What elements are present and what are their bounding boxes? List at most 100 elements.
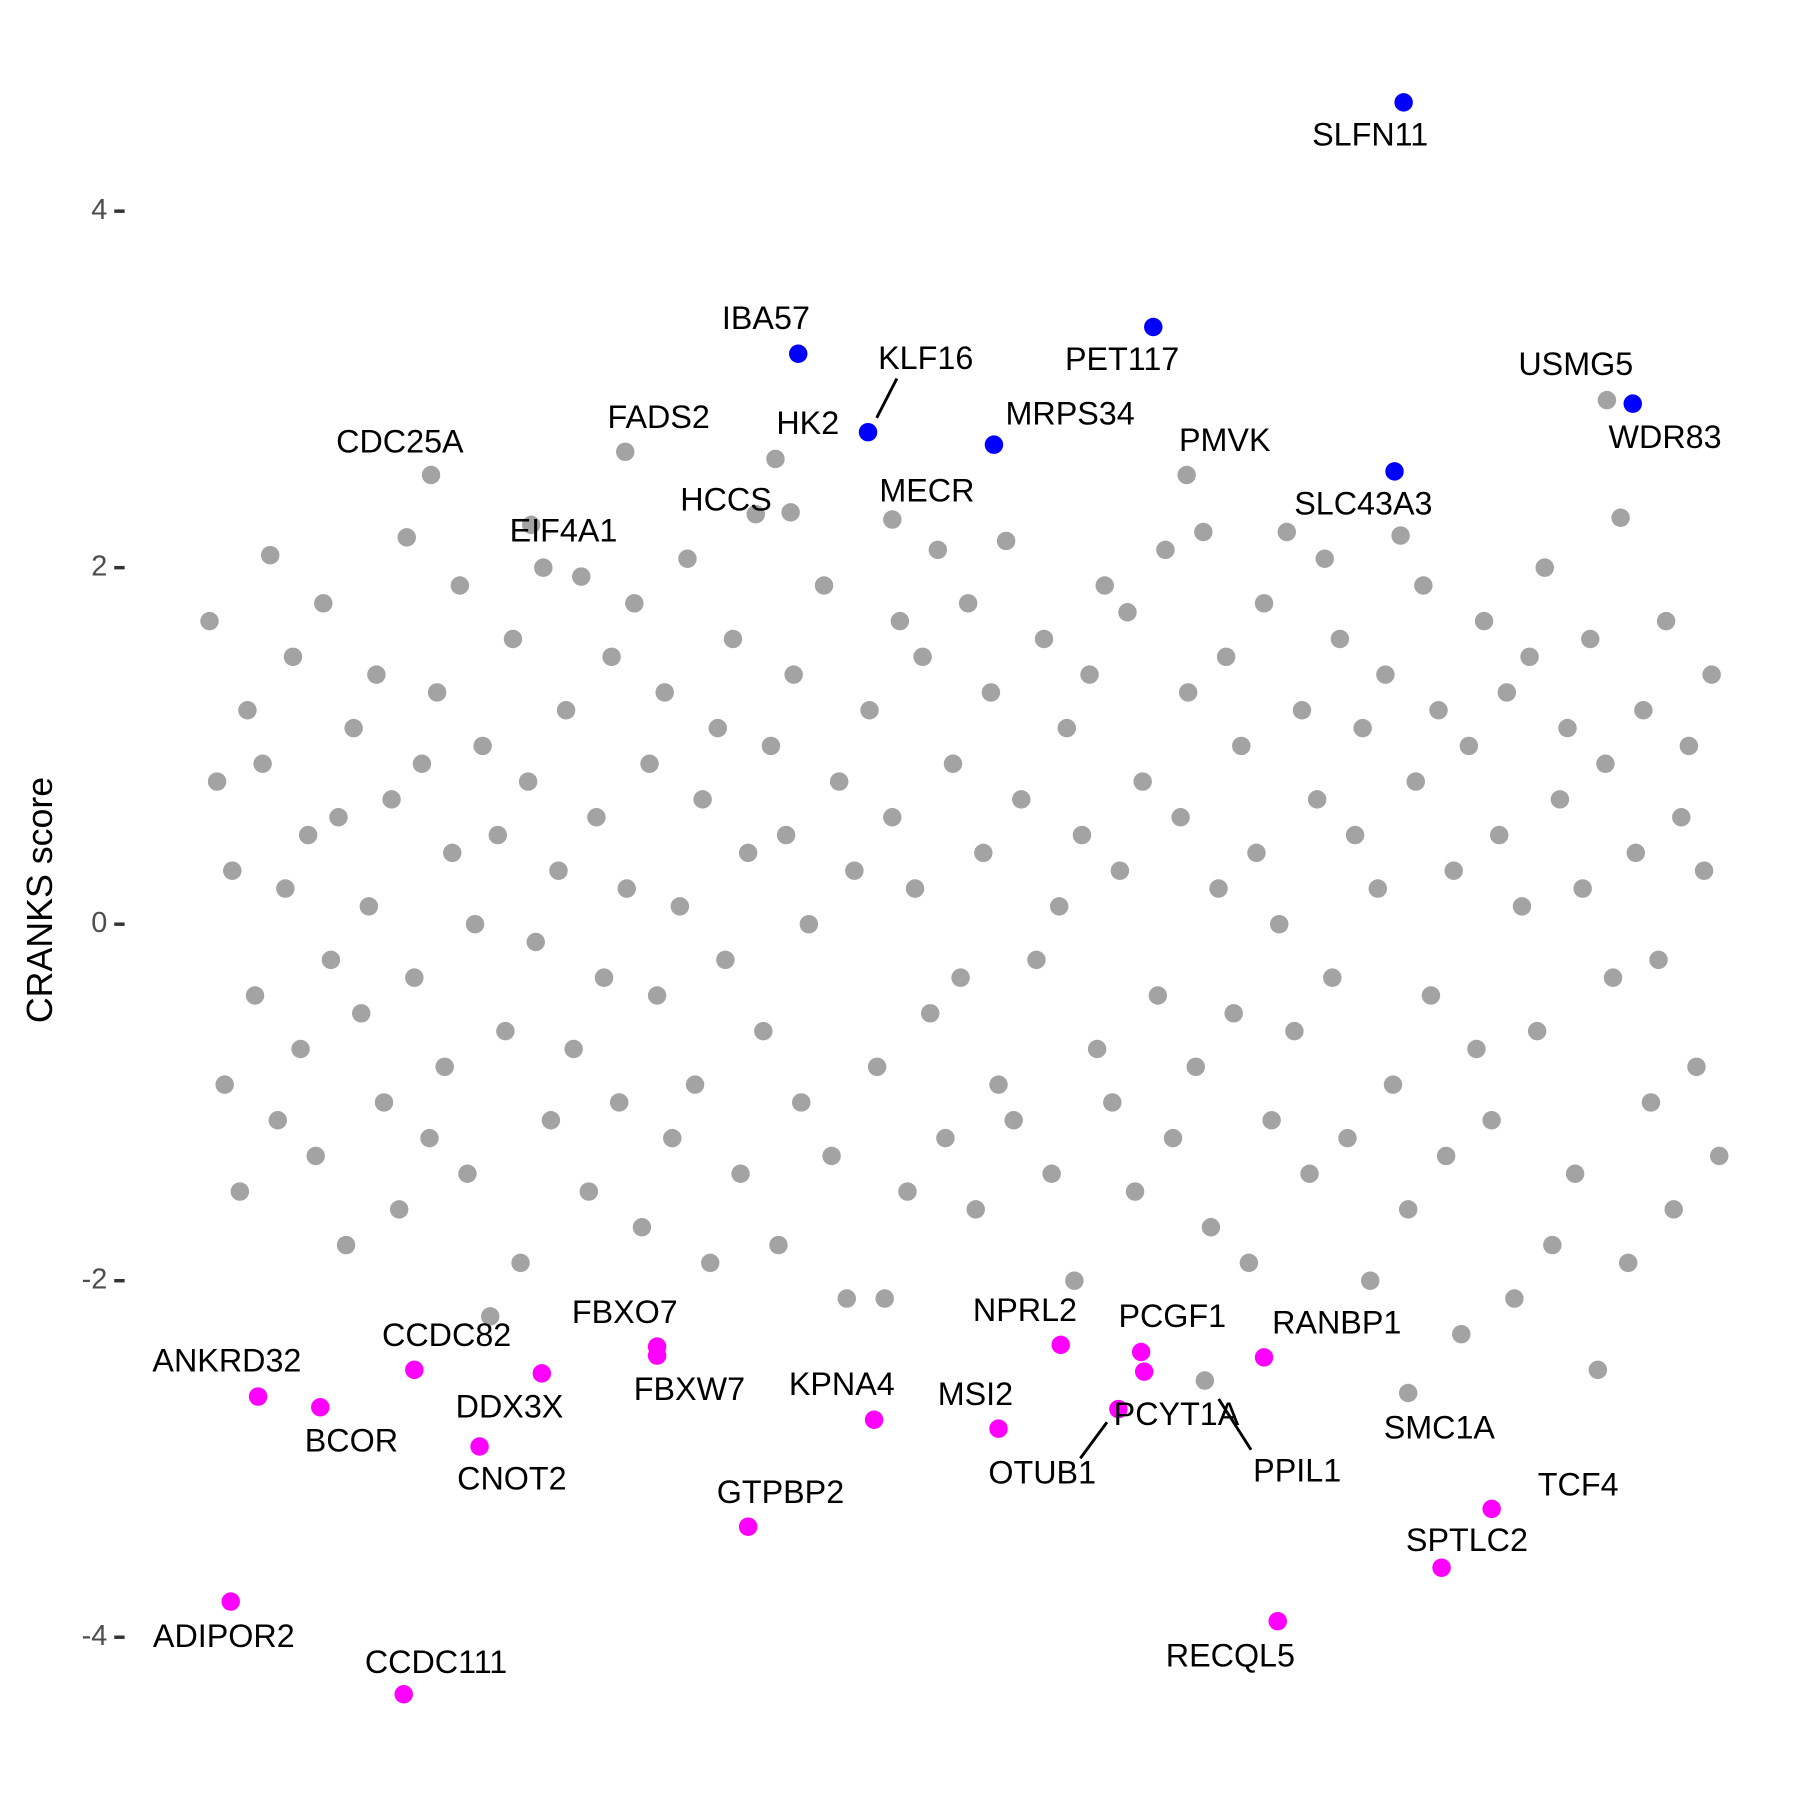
point (1338, 1128, 1357, 1148)
point (1118, 603, 1137, 622)
point (1171, 808, 1190, 827)
point (344, 718, 363, 738)
point (480, 1307, 500, 1326)
point (1520, 647, 1539, 667)
point (394, 1685, 413, 1704)
point (1406, 772, 1425, 791)
point (221, 1592, 240, 1611)
point (1353, 718, 1372, 738)
point (1467, 1039, 1486, 1059)
point (314, 594, 333, 613)
point (260, 545, 280, 565)
y-axis-label: CRANKS score (20, 777, 60, 1023)
point (1679, 736, 1699, 756)
point (1618, 1253, 1638, 1273)
leader-line (875, 377, 899, 419)
point (640, 754, 659, 773)
point (936, 1128, 955, 1148)
point-label: SPTLC2 (1406, 1522, 1528, 1558)
point (534, 558, 553, 577)
point (678, 549, 697, 568)
point (1268, 1611, 1287, 1631)
point (898, 1182, 917, 1201)
point (1687, 1057, 1706, 1077)
point (1512, 897, 1532, 916)
point-label: KPNA4 (789, 1366, 895, 1402)
point-label: PCYT1A (1114, 1396, 1240, 1432)
point (989, 1075, 1008, 1094)
point (532, 1364, 552, 1383)
point (1239, 1253, 1259, 1273)
point (1459, 736, 1479, 756)
point (928, 540, 948, 560)
point-label: PPIL1 (1253, 1452, 1341, 1488)
point (670, 897, 690, 916)
point (1391, 526, 1410, 545)
point (1133, 772, 1152, 791)
point-label: IBA57 (722, 300, 810, 336)
point (1087, 1039, 1107, 1059)
point (1109, 1399, 1128, 1419)
point (723, 629, 743, 649)
point (609, 1093, 629, 1112)
point (984, 435, 1004, 454)
point (1027, 950, 1046, 970)
point-label: CCDC111 (365, 1644, 507, 1680)
point-label: EIF4A1 (510, 512, 618, 548)
point-label: CCDC82 (382, 1317, 511, 1353)
point (1581, 629, 1600, 649)
point (1361, 1271, 1380, 1290)
point (1080, 665, 1099, 684)
point-label: PET117 (1065, 341, 1179, 377)
point (860, 701, 879, 720)
point (1163, 1128, 1183, 1148)
point (1543, 1235, 1562, 1255)
point-label: FBXW7 (634, 1371, 745, 1407)
point (587, 808, 606, 827)
point-label: PCGF1 (1118, 1298, 1226, 1334)
point (890, 611, 910, 631)
point (1110, 861, 1130, 880)
point (230, 1182, 250, 1201)
point (1432, 1558, 1451, 1577)
point-label: WDR83 (1609, 419, 1722, 455)
point (754, 1021, 773, 1041)
point (564, 1039, 583, 1059)
point-label: RECQL5 (1166, 1638, 1295, 1674)
point (799, 914, 819, 934)
point (311, 1398, 330, 1417)
point (511, 1253, 530, 1273)
point (465, 914, 485, 934)
point (784, 665, 803, 684)
point (966, 1200, 985, 1219)
point (253, 754, 272, 773)
point (1247, 843, 1266, 863)
point (283, 647, 303, 667)
point (1596, 754, 1615, 773)
point (864, 1410, 884, 1429)
point (427, 683, 447, 702)
point (1702, 665, 1721, 684)
point (276, 879, 295, 898)
point (473, 736, 492, 756)
point (858, 422, 878, 442)
point (207, 772, 227, 791)
point (913, 647, 932, 667)
point (223, 861, 242, 880)
point (238, 701, 257, 720)
point (359, 897, 379, 916)
point (883, 808, 902, 827)
point (1611, 508, 1630, 527)
point (1254, 594, 1274, 613)
point (663, 1128, 682, 1148)
point-label: SMC1A (1384, 1409, 1496, 1445)
point (708, 718, 728, 738)
point (1626, 843, 1646, 863)
point (1262, 1111, 1281, 1130)
point (1177, 465, 1196, 485)
point (435, 1057, 454, 1077)
point-label: MRPS34 (1005, 395, 1134, 431)
point (769, 1235, 788, 1255)
point (738, 1517, 758, 1536)
point (685, 1075, 705, 1094)
